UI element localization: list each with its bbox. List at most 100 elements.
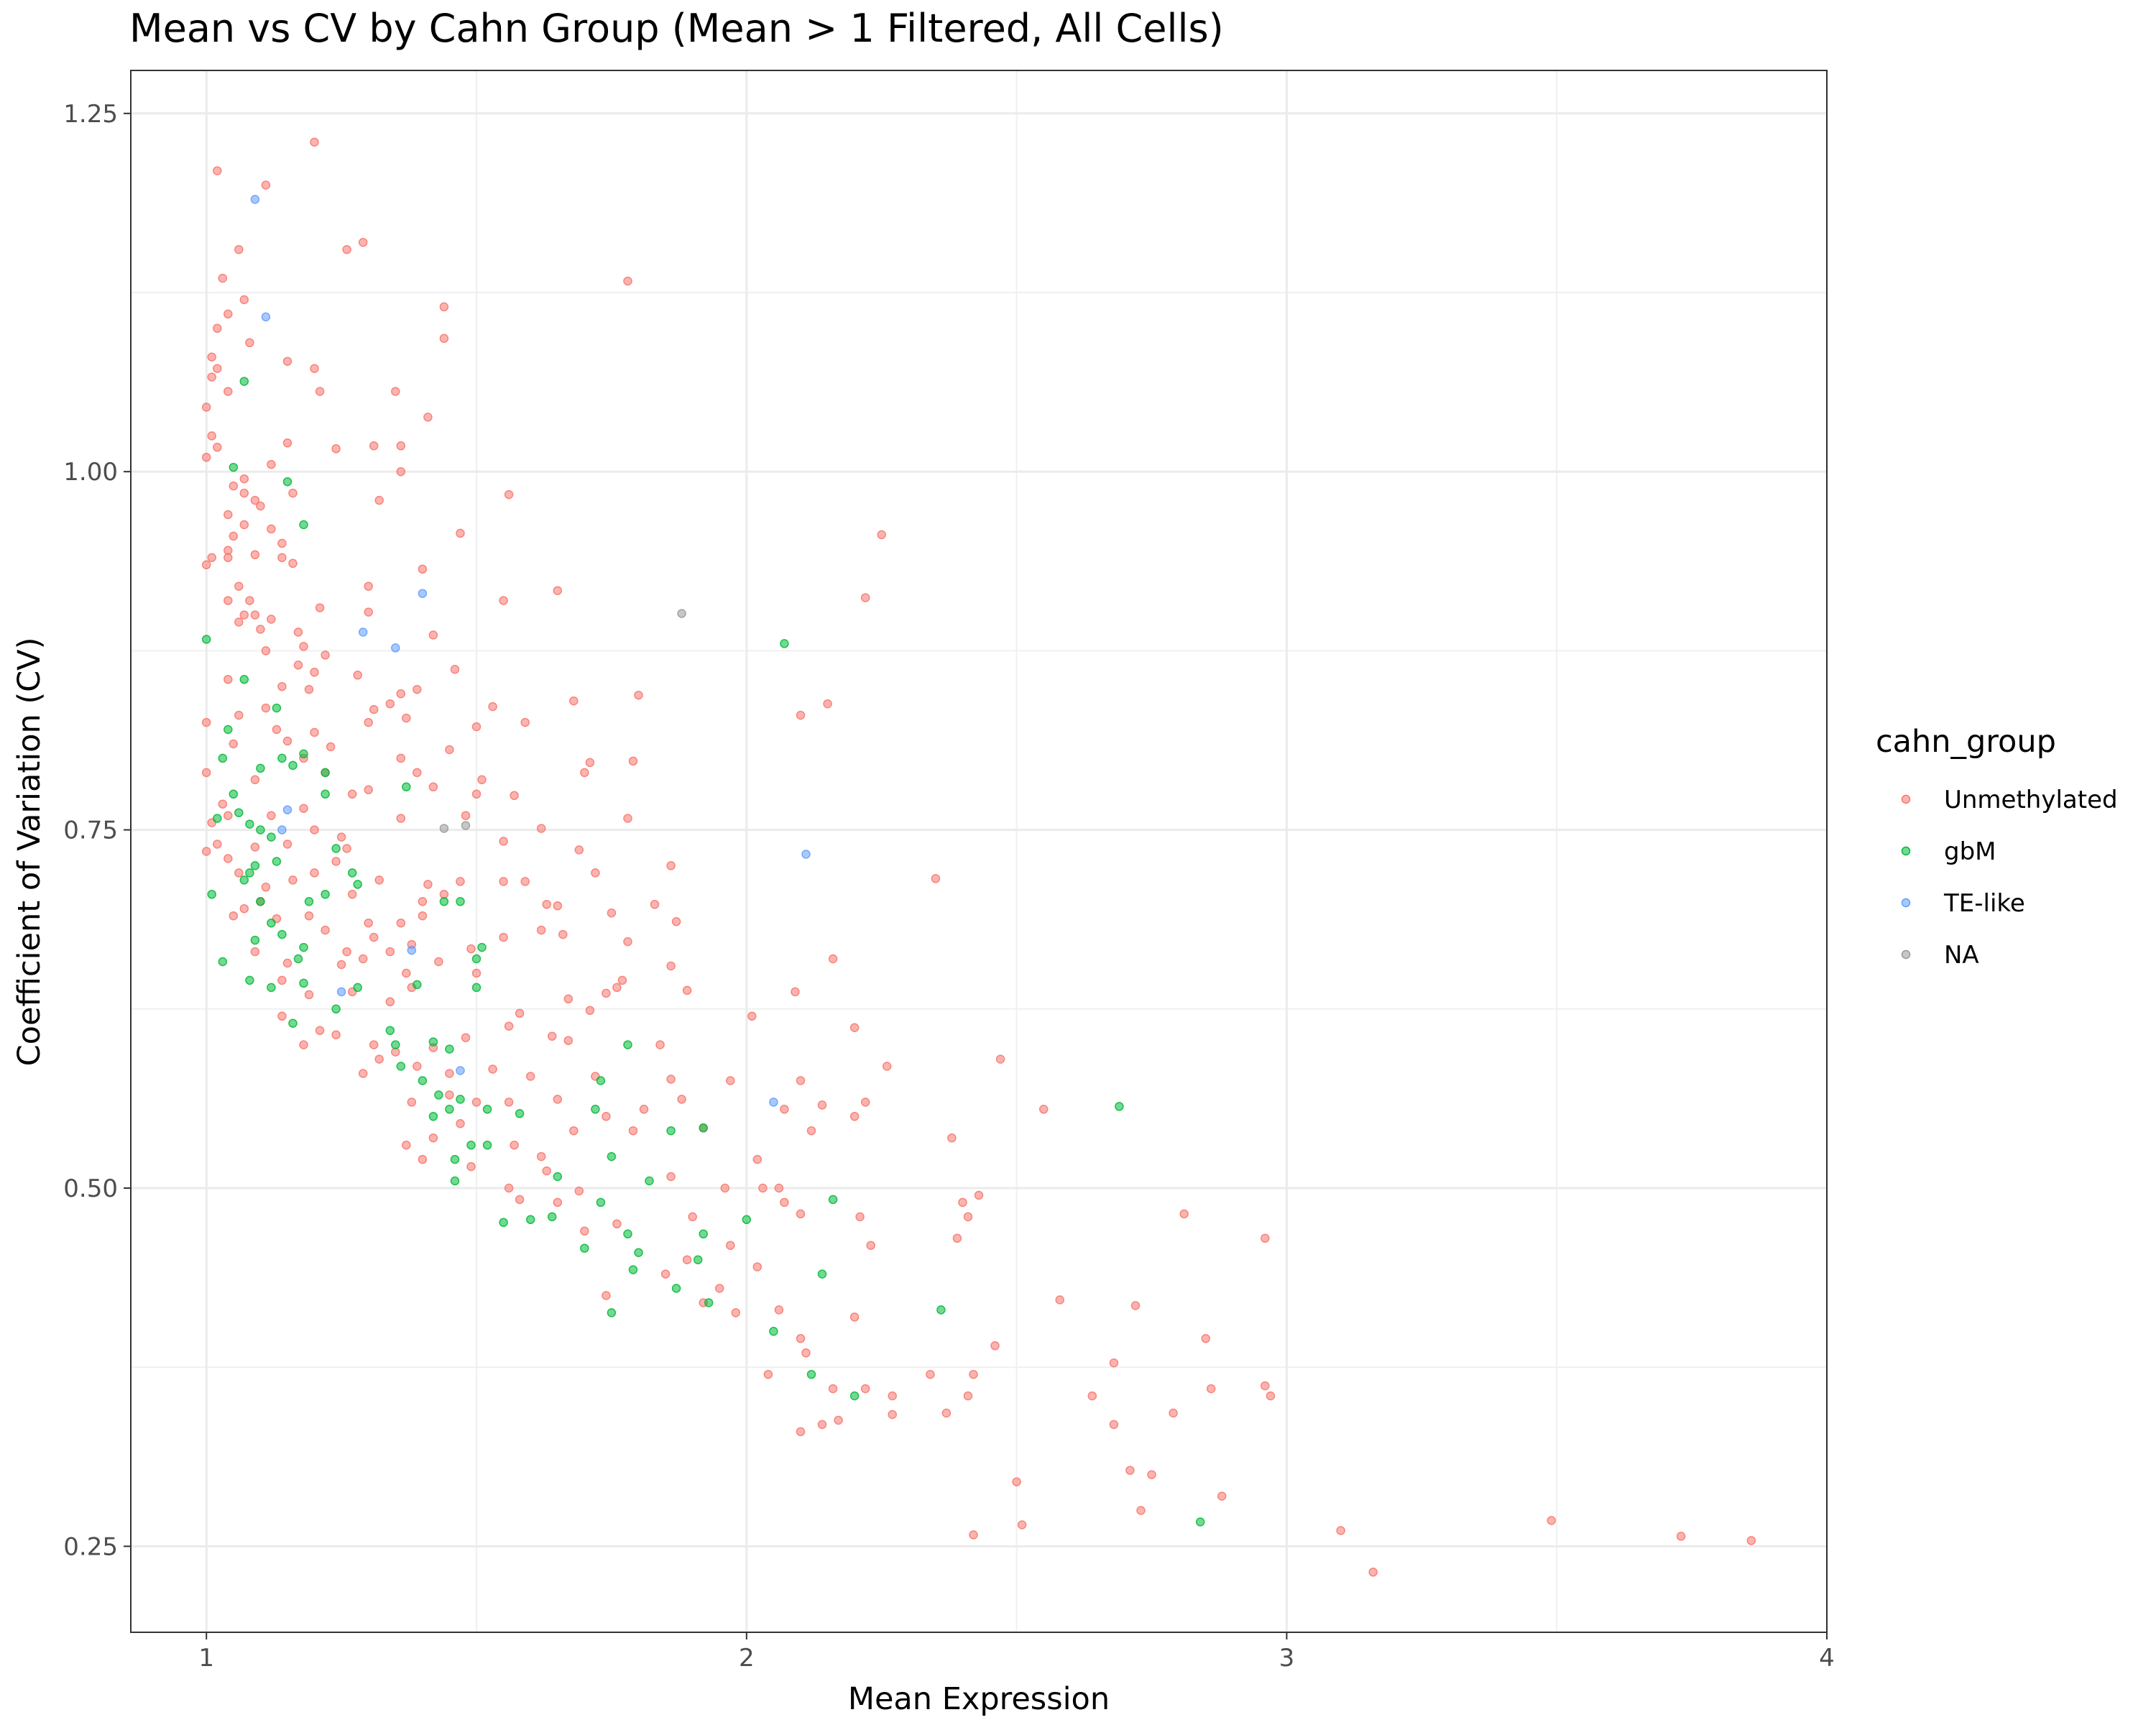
data-point-unmethylated: [547, 1031, 557, 1041]
data-point-unmethylated: [369, 1040, 379, 1049]
data-point-gbm: [445, 1044, 454, 1054]
data-point-unmethylated: [310, 868, 319, 878]
data-point-unmethylated: [947, 1133, 957, 1143]
data-point-gbm: [499, 1218, 508, 1228]
data-point-unmethylated: [201, 717, 211, 727]
data-point-unmethylated: [261, 180, 271, 190]
data-point-gbm: [623, 1040, 632, 1049]
data-point-unmethylated: [1547, 1516, 1556, 1525]
data-point-gbm: [331, 844, 341, 853]
data-point-unmethylated: [369, 932, 379, 942]
data-point-gbm: [250, 861, 260, 870]
data-point-unmethylated: [358, 954, 368, 964]
data-point-unmethylated: [1368, 1568, 1378, 1577]
data-point-unmethylated: [229, 531, 239, 541]
legend: cahn_group Unmethylated gbM TE-like NA: [1876, 724, 2118, 970]
data-point-unmethylated: [402, 713, 411, 723]
data-point-gbm: [456, 1095, 465, 1104]
data-point-unmethylated: [763, 1369, 773, 1379]
data-point-unmethylated: [315, 1026, 325, 1035]
data-point-unmethylated: [504, 1021, 514, 1031]
data-point-gbm: [645, 1176, 654, 1186]
data-point-unmethylated: [272, 724, 282, 735]
data-point-unmethylated: [207, 352, 216, 362]
data-point-unmethylated: [239, 903, 249, 914]
data-point-unmethylated: [504, 489, 514, 500]
data-point-te-like: [418, 589, 428, 598]
data-point-unmethylated: [315, 387, 325, 396]
data-point-unmethylated: [461, 1033, 471, 1042]
data-point-unmethylated: [796, 1334, 806, 1343]
data-point-te-like: [277, 825, 287, 834]
data-point-unmethylated: [396, 441, 406, 451]
data-point-unmethylated: [602, 1291, 611, 1300]
data-point-unmethylated: [591, 868, 600, 878]
data-point-te-like: [769, 1098, 778, 1107]
data-point-gbm: [299, 520, 308, 530]
data-point-unmethylated: [250, 550, 260, 560]
data-point-gbm: [693, 1255, 703, 1264]
data-point-unmethylated: [553, 1095, 563, 1104]
data-point-unmethylated: [299, 804, 308, 813]
data-point-gbm: [580, 1243, 589, 1253]
data-point-unmethylated: [639, 1105, 649, 1114]
data-point-unmethylated: [650, 900, 660, 909]
data-point-unmethylated: [471, 968, 482, 978]
data-point-unmethylated: [267, 615, 276, 624]
data-point-gbm: [780, 639, 789, 648]
data-point-unmethylated: [374, 495, 384, 505]
data-point-gbm: [471, 983, 482, 993]
grid-minor: [131, 70, 1827, 1632]
data-point-unmethylated: [347, 890, 357, 899]
data-point-gbm: [234, 808, 244, 817]
data-point-unmethylated: [520, 717, 530, 727]
data-point-unmethylated: [342, 844, 351, 853]
data-point-unmethylated: [250, 842, 260, 852]
data-point-unmethylated: [660, 1269, 671, 1279]
data-point-unmethylated: [282, 356, 292, 366]
data-point-unmethylated: [224, 675, 233, 684]
data-point-unmethylated: [428, 630, 438, 640]
data-point-te-like: [358, 627, 368, 637]
data-point-unmethylated: [224, 596, 233, 605]
data-point-unmethylated: [385, 947, 395, 957]
data-point-gbm: [434, 1090, 443, 1100]
data-point-unmethylated: [720, 1183, 730, 1193]
data-point-gbm: [245, 868, 254, 878]
data-point-unmethylated: [201, 768, 211, 778]
data-point-unmethylated: [623, 937, 632, 947]
data-point-gbm: [623, 1229, 632, 1239]
data-point-unmethylated: [234, 617, 244, 627]
legend-key-unmethylated: [1901, 794, 1911, 804]
data-point-unmethylated: [536, 925, 546, 935]
plot-panel: [131, 70, 1827, 1632]
data-point-unmethylated: [806, 1126, 816, 1136]
data-point-unmethylated: [229, 481, 239, 491]
data-point-unmethylated: [369, 441, 379, 451]
data-point-gbm: [450, 1176, 460, 1186]
points-layer: [201, 137, 1756, 1577]
data-point-gbm: [671, 1284, 681, 1293]
data-point-na: [461, 821, 471, 830]
data-point-gbm: [299, 942, 308, 952]
data-point-unmethylated: [1746, 1536, 1756, 1545]
data-point-gbm: [288, 1018, 298, 1028]
data-point-gbm: [224, 724, 233, 735]
data-point-gbm: [418, 1076, 428, 1085]
y-tick-label: 1.00: [63, 458, 118, 487]
legend-key-gbm: [1901, 846, 1911, 856]
data-point-unmethylated: [780, 1105, 789, 1114]
data-point-unmethylated: [752, 1154, 763, 1164]
data-point-unmethylated: [563, 1036, 573, 1045]
data-point-gbm: [277, 753, 287, 763]
data-point-gbm: [699, 1229, 708, 1239]
data-point-gbm: [282, 477, 292, 487]
data-point-gbm: [450, 1154, 460, 1164]
legend-label-te-like: TE-like: [1943, 889, 2025, 918]
data-point-unmethylated: [828, 1384, 838, 1394]
data-point-unmethylated: [466, 944, 476, 954]
data-point-gbm: [402, 782, 411, 792]
data-point-unmethylated: [423, 413, 433, 422]
data-point-unmethylated: [774, 1305, 784, 1315]
data-point-unmethylated: [445, 745, 454, 755]
